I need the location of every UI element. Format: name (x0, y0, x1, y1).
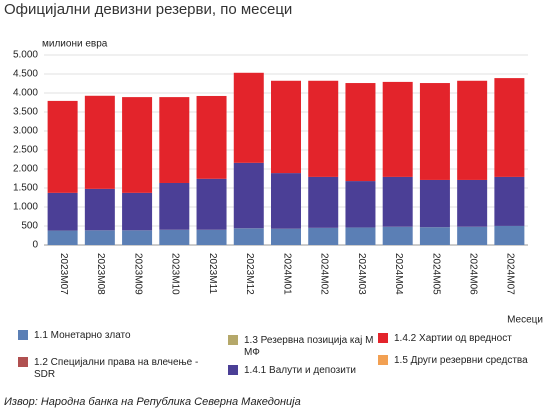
bar-segment (271, 81, 301, 173)
bar-segment (48, 193, 78, 231)
bar-segment (308, 228, 338, 245)
legend-swatch (18, 330, 28, 340)
bar-segment (420, 227, 450, 245)
y-tick-label: 3.000 (13, 126, 38, 137)
y-tick-label: 2.000 (13, 164, 38, 175)
bar-segment (271, 173, 301, 228)
bar-segment (383, 177, 413, 227)
legend-label: 1.4.2 Хартии од вредност (394, 333, 512, 344)
bar-segment (122, 230, 152, 245)
bar-segment (85, 189, 115, 230)
bar-segment (494, 226, 524, 245)
bar-segment (271, 229, 301, 245)
bar-segment (345, 83, 375, 181)
y-tick-label: 1.000 (13, 202, 38, 213)
y-tick-label: 0 (32, 240, 38, 251)
x-tick-label: 2023M12 (244, 253, 255, 295)
bar-segment (420, 83, 450, 180)
legend-label: 1.4.1 Валути и депозити (244, 365, 356, 376)
x-tick-label: 2023M07 (58, 253, 69, 295)
bar-segment (85, 96, 115, 189)
x-tick-label: 2023M08 (95, 253, 106, 295)
bar-segment (197, 230, 227, 245)
x-axis-label: Месеци (507, 315, 543, 326)
legend-label: 1.5 Други резервни средства (394, 355, 528, 366)
bar-segment (383, 227, 413, 245)
bar-segment (234, 163, 264, 228)
y-axis-label: милиони евра (42, 39, 108, 50)
bar-segment (85, 230, 115, 245)
bar-segment (494, 177, 524, 226)
y-tick-label: 5.000 (13, 50, 38, 61)
legend-swatch (378, 355, 388, 365)
bar-segment (420, 180, 450, 227)
bar-segment (159, 97, 189, 183)
y-tick-label: 1.500 (13, 183, 38, 194)
bar-segment (234, 73, 264, 163)
legend-swatch (378, 333, 388, 343)
bar-segment (457, 81, 487, 180)
x-tick-label: 2024M01 (281, 253, 292, 295)
bar-segment (197, 179, 227, 230)
legend-swatch (228, 335, 238, 345)
x-tick-label: 2024M06 (468, 253, 479, 295)
x-tick-label: 2023M10 (170, 253, 181, 295)
x-tick-label: 2024M03 (356, 253, 367, 295)
bar-segment (234, 228, 264, 245)
chart-title: Официјални девизни резерви, по месеци (4, 1, 292, 18)
bar-segment (48, 101, 78, 193)
bar-segment (494, 78, 524, 177)
y-tick-label: 500 (21, 221, 38, 232)
bar-segment (48, 231, 78, 245)
bar-segment (457, 180, 487, 227)
x-tick-label: 2023M11 (207, 253, 218, 294)
y-tick-label: 4.000 (13, 88, 38, 99)
legend-label: 1.2 Специјални права на влечење - SDR (34, 357, 201, 380)
x-tick-label: 2023M09 (132, 253, 143, 295)
bar-segment (159, 230, 189, 245)
x-tick-label: 2024M07 (505, 253, 516, 295)
bar-segment (457, 227, 487, 245)
y-tick-label: 4.500 (13, 69, 38, 80)
bar-segment (197, 96, 227, 179)
legend-swatch (228, 365, 238, 375)
y-tick-label: 3.500 (13, 107, 38, 118)
bar-segment (122, 193, 152, 230)
y-tick-label: 2.500 (13, 145, 38, 156)
x-tick-label: 2024M02 (319, 253, 330, 295)
x-tick-label: 2024M05 (430, 253, 441, 295)
bar-segment (159, 183, 189, 230)
bar-segment (308, 177, 338, 228)
bar-segment (345, 181, 375, 227)
bar-segment (122, 97, 152, 193)
bar-segment (308, 81, 338, 177)
legend-label: 1.1 Монетарно злато (34, 330, 131, 341)
source: Извор: Народна банка на Република Северн… (4, 396, 301, 408)
legend-swatch (18, 357, 28, 367)
x-tick-label: 2024M04 (393, 253, 404, 295)
bar-segment (383, 82, 413, 177)
bar-segment (345, 228, 375, 245)
